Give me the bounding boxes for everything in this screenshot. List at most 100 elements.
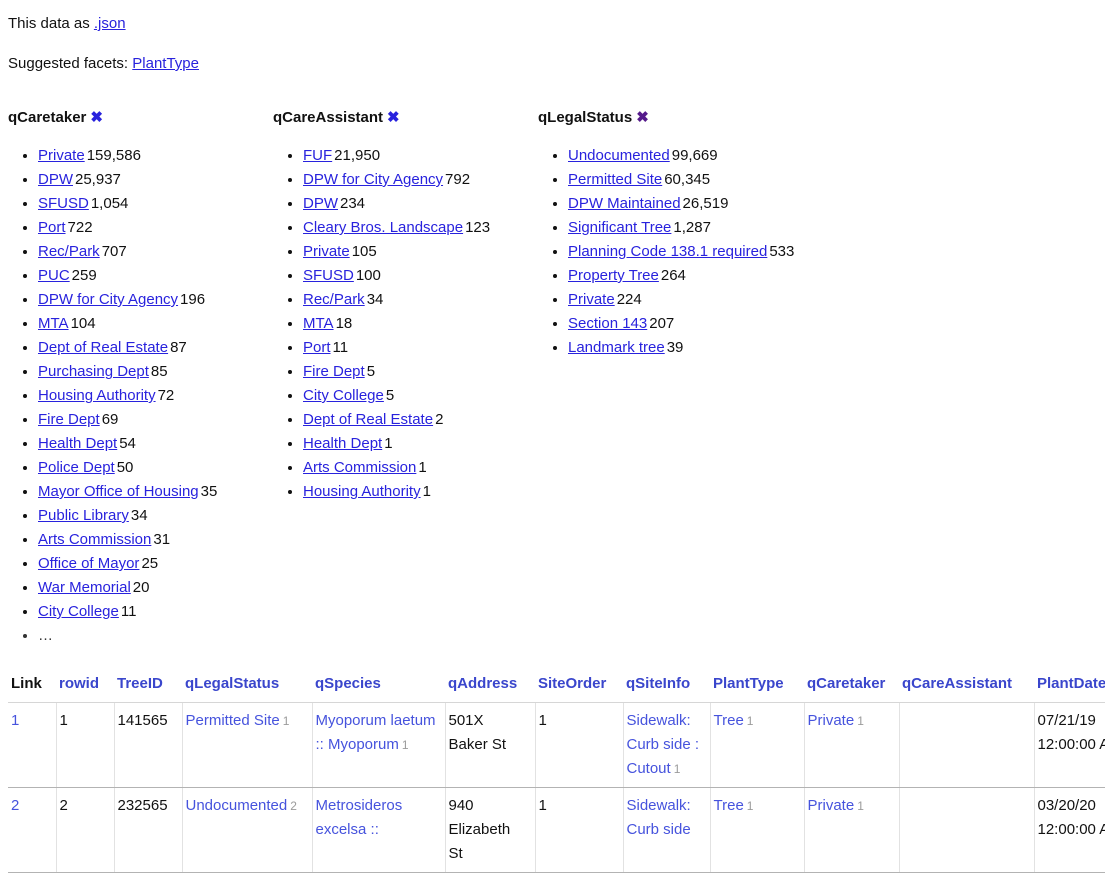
facet-value-link[interactable]: DPW for City Agency [303,171,444,188]
facet-value-link[interactable]: City College [38,603,119,620]
facet-value-link[interactable]: Undocumented [568,147,670,164]
facet-cell-link[interactable]: Private [807,797,855,814]
facet-value-link[interactable]: Private [303,243,350,260]
facet-value-link[interactable]: Housing Authority [303,483,421,500]
sort-qcaretaker-link[interactable]: qCaretaker [807,675,886,692]
facet-value-link[interactable]: Public Library [38,507,129,524]
facet-value-link[interactable]: DPW [303,195,338,212]
column-header-qspecies: qSpecies [312,666,445,703]
facet-value-count: 60,345 [664,171,711,188]
facet-value-count: 207 [649,315,675,332]
facet-qcaretaker-title: qCaretaker [8,109,87,126]
facet-value-count: 1 [422,483,431,500]
facet-value-link[interactable]: MTA [303,315,334,332]
facet-value-link[interactable]: Property Tree [568,267,659,284]
facet-value-link[interactable]: Purchasing Dept [38,363,149,380]
facet-value-link[interactable]: Section 143 [568,315,648,332]
sort-qcareassistant-link[interactable]: qCareAssistant [902,675,1013,692]
column-header-qcareassistant: qCareAssistant [899,666,1034,703]
sort-rowid-link[interactable]: rowid [59,675,99,692]
facet-value-count: 11 [332,339,349,356]
sort-planttype-link[interactable]: PlantType [713,675,784,692]
facet-value-link[interactable]: Dept of Real Estate [38,339,169,356]
facet-value-link[interactable]: Landmark tree [568,339,665,356]
facet-value-link[interactable]: Private [568,291,615,308]
facet-cell-link[interactable]: Myoporum laetum :: Myoporum [315,712,436,753]
facet-cell-link[interactable]: Tree [713,712,744,729]
sort-treeid-link[interactable]: TreeID [117,675,163,692]
facet-value-link[interactable]: Port [303,339,331,356]
sort-qaddress-link[interactable]: qAddress [448,675,518,692]
facet-value-link[interactable]: War Memorial [38,579,131,596]
cell-plantdate: 03/20/20 12:00:00 AM [1033,787,1105,873]
row-link[interactable]: 2 [11,797,20,814]
facet-value-link[interactable]: DPW Maintained [568,195,681,212]
cell-qcaretaker: Private 1 [803,787,899,873]
facet-value-count: 5 [385,387,395,404]
facet-cell-link[interactable]: Metrosideros excelsa :: [315,797,403,838]
sort-qsiteinfo-link[interactable]: qSiteInfo [626,675,691,692]
facet-value-link[interactable]: Port [38,219,66,236]
facet-cell-link[interactable]: Sidewalk: Curb side [626,797,691,838]
facet-value-link[interactable]: Rec/Park [38,243,100,260]
facet-cell-link[interactable]: Permitted Site [185,712,280,729]
facet-value-link[interactable]: Significant Tree [568,219,672,236]
facet-cell-link[interactable]: Undocumented [185,797,288,814]
facet-value-link[interactable]: MTA [38,315,69,332]
facet-value-link[interactable]: SFUSD [303,267,354,284]
facet-cell-link[interactable]: Sidewalk: Curb side : Cutout [626,712,700,777]
facet-value-link[interactable]: Rec/Park [303,291,365,308]
facet-value-link[interactable]: Permitted Site [568,171,663,188]
facet-value-count: 34 [130,507,148,524]
facet-value-link[interactable]: Dept of Real Estate [303,411,434,428]
sort-plantdate-link[interactable]: PlantDate [1037,675,1105,692]
sort-qlegalstatus-link[interactable]: qLegalStatus [185,675,280,692]
facet-qlegalstatus-remove-icon[interactable]: ✖ [636,109,649,126]
facet-value-link[interactable]: Fire Dept [303,363,365,380]
facet-value-link[interactable]: DPW for City Agency [38,291,179,308]
sort-qspecies-link[interactable]: qSpecies [315,675,381,692]
facet-cell-link[interactable]: Tree [713,797,744,814]
facet-value-link[interactable]: SFUSD [38,195,89,212]
row-link[interactable]: 1 [11,712,20,729]
facet-cell-link[interactable]: Private [807,712,855,729]
facet-value-link[interactable]: Health Dept [38,435,118,452]
facet-value-link[interactable]: Police Dept [38,459,115,476]
cell-planttype: Tree 1 [709,787,804,873]
json-export-link[interactable]: .json [93,15,126,32]
facet-value-link[interactable]: Office of Mayor [38,555,140,572]
facet-value-link[interactable]: Health Dept [303,435,383,452]
facet-qcareassistant-remove-icon[interactable]: ✖ [387,109,400,126]
cell-qaddress: 501X Baker St [444,702,535,788]
facet-value-link[interactable]: Planning Code 138.1 required [568,243,768,260]
facet-value-link[interactable]: PUC [38,267,70,284]
cell-count: 1 [282,714,290,728]
facet-value-link[interactable]: Fire Dept [38,411,100,428]
facet-value-link[interactable]: Arts Commission [38,531,152,548]
facet-value-link[interactable]: Cleary Bros. Landscape [303,219,464,236]
facet-value-link[interactable]: Mayor Office of Housing [38,483,199,500]
sort-siteorder-link[interactable]: SiteOrder [538,675,607,692]
suggested-facet-planttype-link[interactable]: PlantType [132,55,199,72]
facet-value-link[interactable]: DPW [38,171,73,188]
facet-value-link[interactable]: Arts Commission [303,459,417,476]
facet-value-link[interactable]: City College [303,387,384,404]
facet-value-count: 100 [355,267,381,284]
facet-value-link[interactable]: FUF [303,147,333,164]
facet-value-count: 39 [666,339,684,356]
facet-value-link[interactable]: Private [38,147,85,164]
facet-qcaretaker-remove-icon[interactable]: ✖ [90,109,103,126]
facet-value-count: 25,937 [75,171,121,188]
facet-value-link[interactable]: Housing Authority [38,387,156,404]
